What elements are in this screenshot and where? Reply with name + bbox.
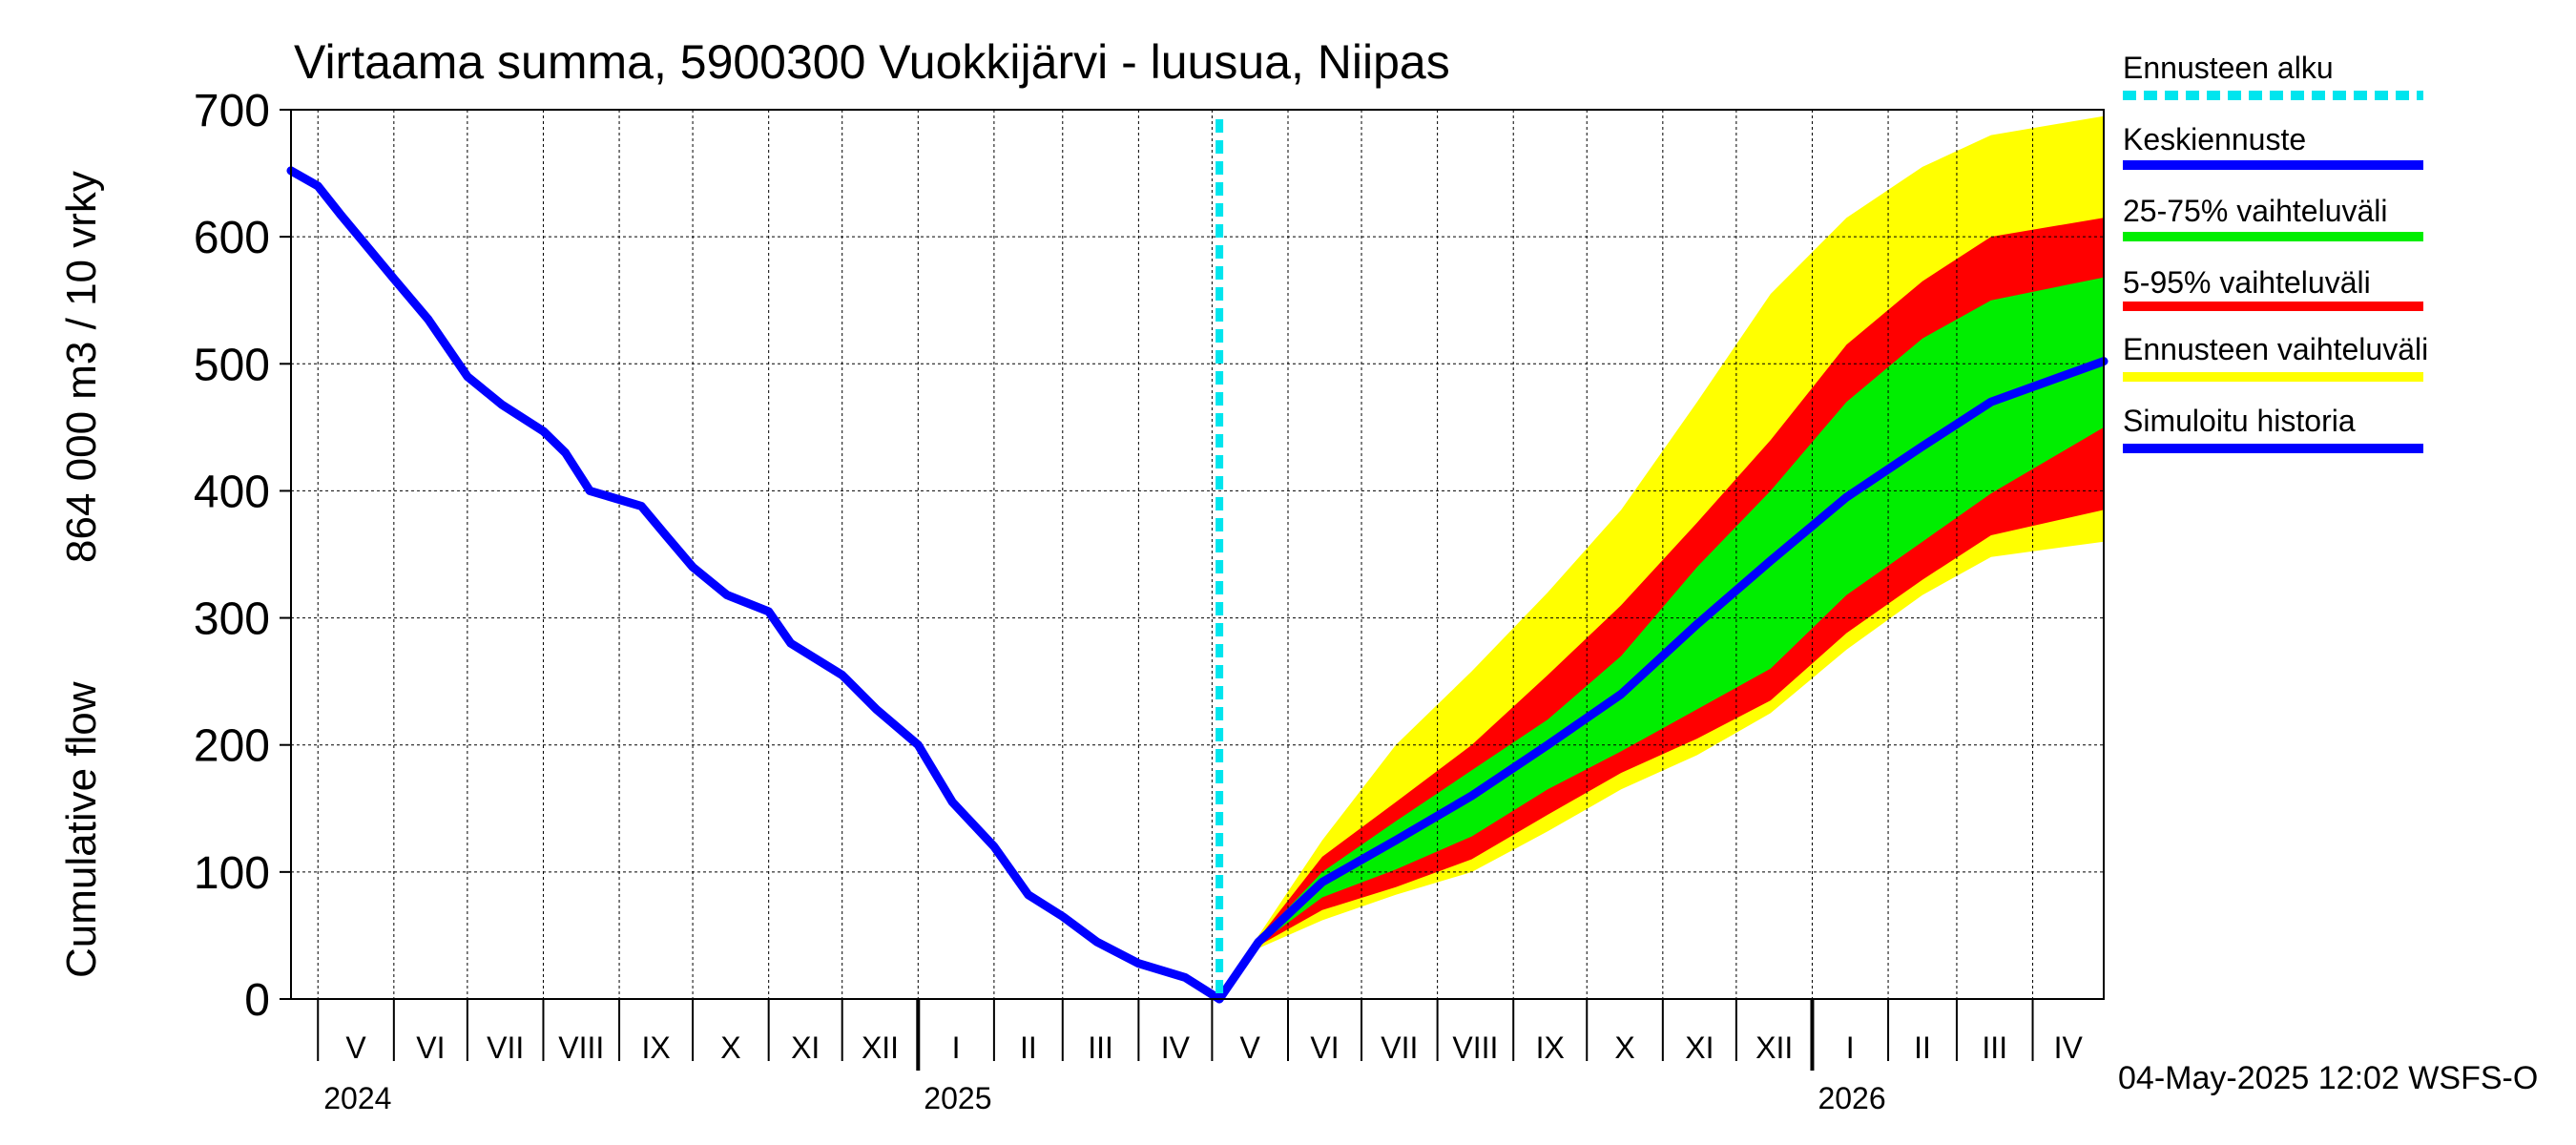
- legend-label: Keskiennuste: [2123, 122, 2306, 156]
- legend-item-range: Ennusteen vaihteluväli: [2123, 332, 2428, 382]
- y-tick-label: 600: [194, 213, 270, 263]
- x-month-label: I: [1846, 1030, 1855, 1065]
- y-tick-label: 500: [194, 340, 270, 390]
- legend-label: Simuloitu historia: [2123, 404, 2356, 438]
- x-month-label: VII: [1381, 1030, 1418, 1065]
- legend-label: 25-75% vaihteluväli: [2123, 194, 2388, 228]
- y-axis-ticks: 0 100 200 300 400 500 600 700: [194, 86, 291, 1026]
- legend-item-p5-95: 5-95% vaihteluväli: [2123, 265, 2423, 311]
- x-year-label: 2024: [323, 1081, 391, 1115]
- plot-frame: [290, 109, 2105, 1000]
- legend: Ennusteen alku Keskiennuste 25-75% vaihtel…: [2123, 51, 2428, 453]
- x-month-label: I: [952, 1030, 961, 1065]
- legend-item-history: Simuloitu historia: [2123, 404, 2423, 453]
- y-axis-label-line2: 864 000 m3 / 10 vrky: [58, 171, 105, 563]
- y-tick-label: 200: [194, 721, 270, 772]
- x-month-label: IV: [2054, 1030, 2084, 1065]
- x-month-label: XII: [1755, 1030, 1793, 1065]
- x-month-label: VI: [416, 1030, 445, 1065]
- x-month-label: II: [1914, 1030, 1931, 1065]
- y-tick-label: 300: [194, 594, 270, 645]
- y-axis-label: Cumulative flow 864 000 m3 / 10 vrky: [58, 171, 105, 978]
- x-month-label: VII: [487, 1030, 524, 1065]
- y-axis-label-line1: Cumulative flow: [58, 681, 105, 978]
- x-month-label: XII: [862, 1030, 899, 1065]
- x-month-label: III: [1088, 1030, 1113, 1065]
- mean-forecast-line: [1215, 357, 2109, 1004]
- legend-label: 5-95% vaihteluväli: [2123, 265, 2371, 300]
- simulated-history-line: [286, 166, 1224, 1004]
- x-month-label: VIII: [558, 1030, 604, 1065]
- x-month-label: V: [1240, 1030, 1261, 1065]
- x-month-label: VI: [1310, 1030, 1339, 1065]
- legend-item-forecast-start: Ennusteen alku: [2123, 51, 2423, 100]
- x-year-label: 2026: [1818, 1081, 1885, 1115]
- data-series: [286, 119, 2109, 1004]
- x-month-label: V: [345, 1030, 366, 1065]
- legend-label: Ennusteen alku: [2123, 51, 2334, 85]
- footer-timestamp: 04-May-2025 12:02 WSFS-O: [2118, 1060, 2538, 1096]
- x-year-label: 2025: [924, 1081, 991, 1115]
- legend-item-p25-75: 25-75% vaihteluväli: [2123, 194, 2423, 241]
- x-month-label: X: [720, 1030, 740, 1065]
- x-month-label: IX: [1536, 1030, 1565, 1065]
- y-tick-label: 100: [194, 848, 270, 899]
- x-axis: V VI VII VIII IX X XI XII I II III IV V VI VII VIII IX X X…: [317, 999, 2084, 1115]
- x-month-label: XI: [1685, 1030, 1714, 1065]
- x-month-label: II: [1020, 1030, 1037, 1065]
- legend-item-mean: Keskiennuste: [2123, 122, 2423, 170]
- x-month-label: X: [1614, 1030, 1634, 1065]
- legend-label: Ennusteen vaihteluväli: [2123, 332, 2428, 366]
- x-month-label: XI: [791, 1030, 820, 1065]
- y-tick-label: 0: [244, 975, 270, 1026]
- x-month-label: IX: [641, 1030, 670, 1065]
- x-month-label: IV: [1161, 1030, 1191, 1065]
- x-month-label: III: [1982, 1030, 2007, 1065]
- x-month-label: VIII: [1452, 1030, 1498, 1065]
- y-tick-label: 700: [194, 86, 270, 136]
- y-tick-label: 400: [194, 467, 270, 517]
- chart-title: Virtaama summa, 5900300 Vuokkijärvi - lu…: [294, 35, 1450, 89]
